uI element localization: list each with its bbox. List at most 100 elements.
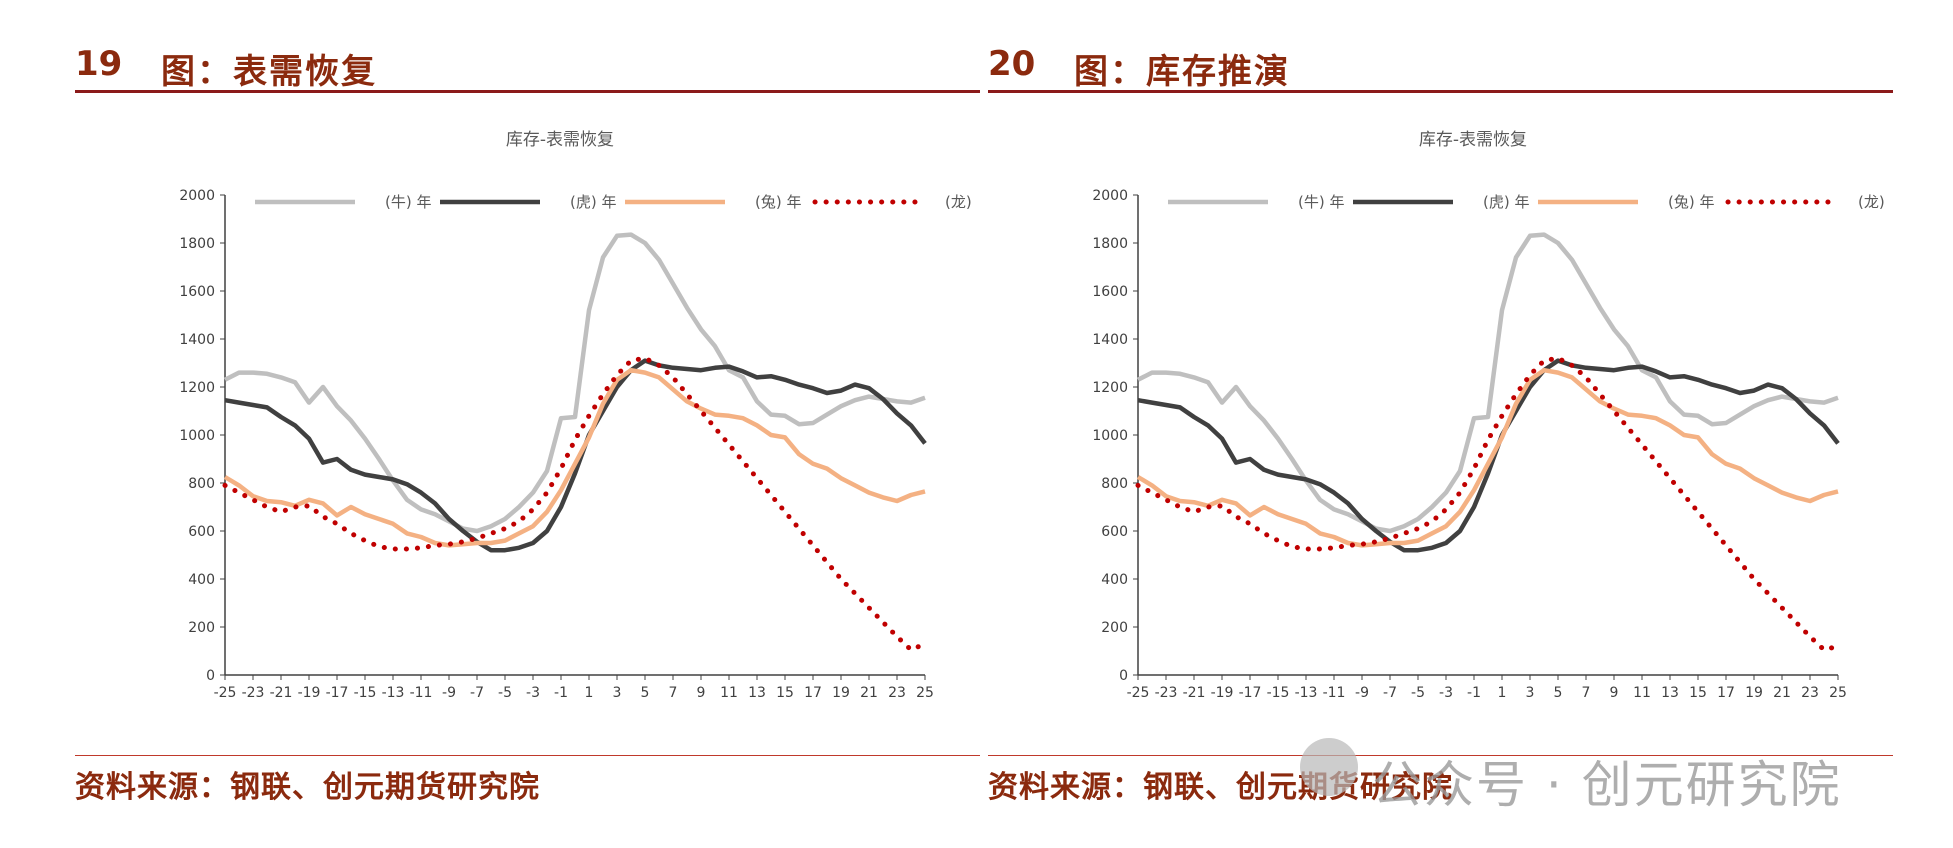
x-tick-label: 15 [1689,685,1707,701]
y-tick-label: 200 [188,620,215,636]
x-tick-label: 3 [613,685,622,701]
figure-panel-20: 20 图：库存推演 库存-表需恢复 0 200 400 600 800 1000 1200 14… [988,0,1893,848]
x-tick-label: -1 [1467,685,1481,701]
x-tick-label: -19 [298,685,321,701]
y-tick-label: 800 [188,476,215,492]
x-tick-label: -25 [214,685,237,701]
y-tick-label: 1000 [1092,428,1128,444]
x-tick-label: 5 [641,685,650,701]
y-tick-label: 1800 [1092,236,1128,252]
chart-title: 库存-表需恢复 [1419,130,1527,150]
figure-number: 20 [988,44,1036,84]
x-tick-label: -17 [1239,685,1262,701]
x-tick-label: -15 [354,685,377,701]
footer-rule [75,755,980,756]
source-note: 资料来源：钢联、创元期货研究院 [988,770,1453,805]
y-tick-label: 2000 [1092,188,1128,204]
watermark: 公众号 · 创元研究院 [1372,756,1842,814]
y-tick-label: 1400 [1092,332,1128,348]
figure-number: 19 [75,44,123,84]
y-tick-label: 600 [1101,524,1128,540]
x-tick-label: 21 [860,685,878,701]
x-tick-label: 7 [1582,685,1591,701]
series-line-2 [223,367,926,548]
series-line-2 [1136,367,1839,548]
x-tick-label: 19 [832,685,850,701]
series-line-0 [223,232,926,534]
y-tick-label: 1600 [1092,284,1128,300]
x-tick-label: 13 [1661,685,1679,701]
x-tick-label: -19 [1211,685,1234,701]
x-tick-label: 13 [748,685,766,701]
x-tick-label: -9 [1355,685,1369,701]
x-tick-label: 15 [776,685,794,701]
y-tick-label: 400 [1101,572,1128,588]
y-tick-label: 600 [188,524,215,540]
x-tick-label: 11 [720,685,738,701]
legend-label: (虎) 年 [570,193,616,211]
y-tick-label: 1200 [1092,380,1128,396]
y-tick-label: 0 [1119,668,1128,684]
source-note: 资料来源：钢联、创元期货研究院 [75,770,540,805]
x-tick-label: -25 [1127,685,1150,701]
footer-rule [988,755,1893,756]
x-tick-label: 25 [1829,685,1847,701]
legend-label: (虎) 年 [1483,193,1529,211]
y-tick-label: 0 [206,668,215,684]
header-rule [988,90,1893,93]
x-tick-label: 11 [1633,685,1651,701]
series-line-0 [1136,232,1839,534]
x-tick-label: -5 [498,685,512,701]
x-tick-label: -13 [382,685,405,701]
x-tick-label: -7 [470,685,484,701]
x-tick-label: -11 [1323,685,1346,701]
legend-label: (龙) 年 [1858,193,1888,211]
figure-title: 图：库存推演 [1074,52,1290,92]
x-tick-label: 7 [669,685,678,701]
x-tick-label: 9 [697,685,706,701]
x-tick-label: 17 [804,685,822,701]
x-tick-label: -17 [326,685,349,701]
x-tick-label: -7 [1383,685,1397,701]
y-tick-label: 200 [1101,620,1128,636]
series-line-1 [224,358,927,553]
x-tick-label: -1 [554,685,568,701]
y-tick-label: 1600 [179,284,215,300]
y-tick-label: 1000 [179,428,215,444]
legend-label: (兔) 年 [1668,193,1714,211]
legend-label: (牛) 年 [1298,193,1344,211]
x-tick-label: 1 [1498,685,1507,701]
figure-header: 20 图：库存推演 [988,40,1893,92]
wechat-icon [1300,738,1358,796]
legend-label: (牛) 年 [385,193,431,211]
y-tick-label: 800 [1101,476,1128,492]
x-tick-label: -21 [270,685,293,701]
series-line-1 [1137,358,1840,553]
x-tick-label: 1 [585,685,594,701]
x-tick-label: 9 [1610,685,1619,701]
x-tick-label: -23 [1155,685,1178,701]
figure-header: 19 图：表需恢复 [75,40,980,92]
x-tick-label: 17 [1717,685,1735,701]
x-tick-label: 23 [1801,685,1819,701]
x-tick-label: -11 [410,685,433,701]
x-tick-label: -9 [442,685,456,701]
figure-title: 图：表需恢复 [161,52,377,92]
x-tick-label: -3 [526,685,540,701]
y-tick-label: 1200 [179,380,215,396]
x-tick-label: 5 [1554,685,1563,701]
figure-panel-19: 19 图：表需恢复 库存-表需恢复 0 200 400 600 800 1000 1200 14… [75,0,980,848]
x-tick-label: -21 [1183,685,1206,701]
y-tick-label: 2000 [179,188,215,204]
inventory-chart: 库存-表需恢复 0 200 400 600 800 1000 1200 1400 1600 1800… [179,130,975,701]
legend-label: (兔) 年 [755,193,801,211]
x-tick-label: -13 [1295,685,1318,701]
inventory-projection-chart: 库存-表需恢复 0 200 400 600 800 1000 1200 1400 1600 1800… [1092,130,1888,701]
x-tick-label: 3 [1526,685,1535,701]
x-tick-label: 25 [916,685,934,701]
y-tick-label: 1400 [179,332,215,348]
legend-label: (龙) 年 [945,193,975,211]
y-tick-label: 1800 [179,236,215,252]
x-tick-label: -5 [1411,685,1425,701]
x-tick-label: 19 [1745,685,1763,701]
